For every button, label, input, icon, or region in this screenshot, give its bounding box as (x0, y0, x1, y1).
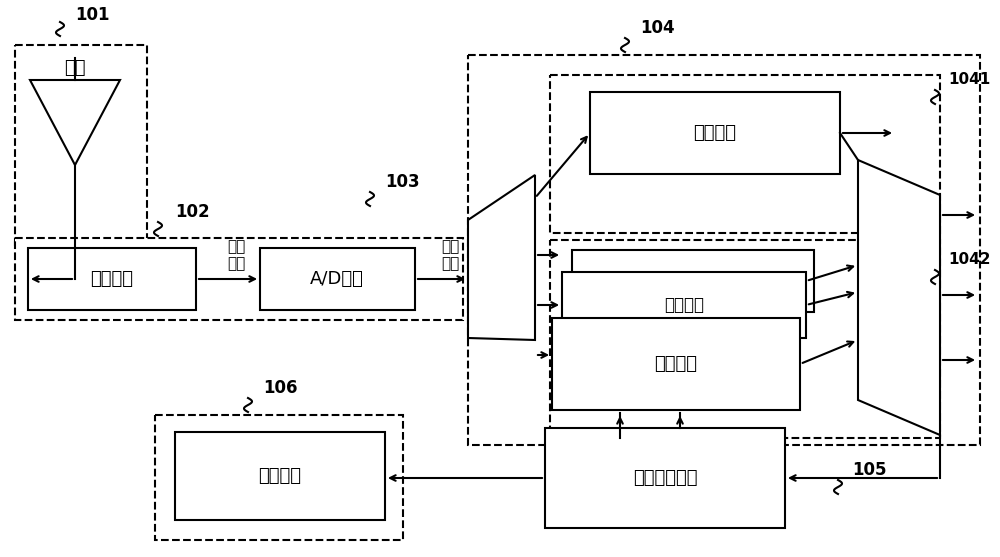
Bar (572, 250, 814, 312)
Bar (175, 432, 385, 520)
Polygon shape (858, 160, 940, 435)
Text: 101: 101 (75, 6, 110, 24)
Text: 模拟
中频: 模拟 中频 (227, 239, 245, 271)
Text: 信号捕获: 信号捕获 (694, 124, 736, 142)
Bar (562, 272, 806, 338)
Text: 射频前端: 射频前端 (90, 270, 134, 288)
Text: 106: 106 (263, 379, 298, 397)
Bar (590, 92, 840, 174)
Bar (545, 428, 785, 528)
Bar (550, 75, 940, 233)
Bar (155, 415, 403, 540)
Text: 102: 102 (175, 203, 210, 221)
Text: 捕获跟踪控制: 捕获跟踪控制 (633, 469, 697, 487)
Text: 跟踪通道: 跟踪通道 (675, 273, 711, 289)
Text: 104: 104 (640, 19, 675, 37)
Text: 跟踪通道: 跟踪通道 (654, 355, 698, 373)
Text: A/D变换: A/D变换 (310, 270, 364, 288)
Bar (552, 318, 800, 410)
Text: 1042: 1042 (948, 252, 990, 267)
Text: 103: 103 (385, 173, 420, 191)
Bar (15, 238, 463, 320)
Polygon shape (30, 80, 120, 165)
Bar (28, 248, 196, 310)
Text: 1041: 1041 (948, 72, 990, 87)
Text: 数字
中频: 数字 中频 (441, 239, 459, 271)
Bar (550, 240, 940, 438)
Text: 105: 105 (852, 461, 887, 479)
Bar (260, 248, 415, 310)
Text: 天线: 天线 (64, 59, 86, 77)
Text: 跟踪通道: 跟踪通道 (664, 296, 704, 314)
Bar (468, 55, 980, 445)
Polygon shape (468, 175, 535, 340)
Bar (15, 45, 147, 245)
Text: 数据解调: 数据解调 (258, 467, 302, 485)
